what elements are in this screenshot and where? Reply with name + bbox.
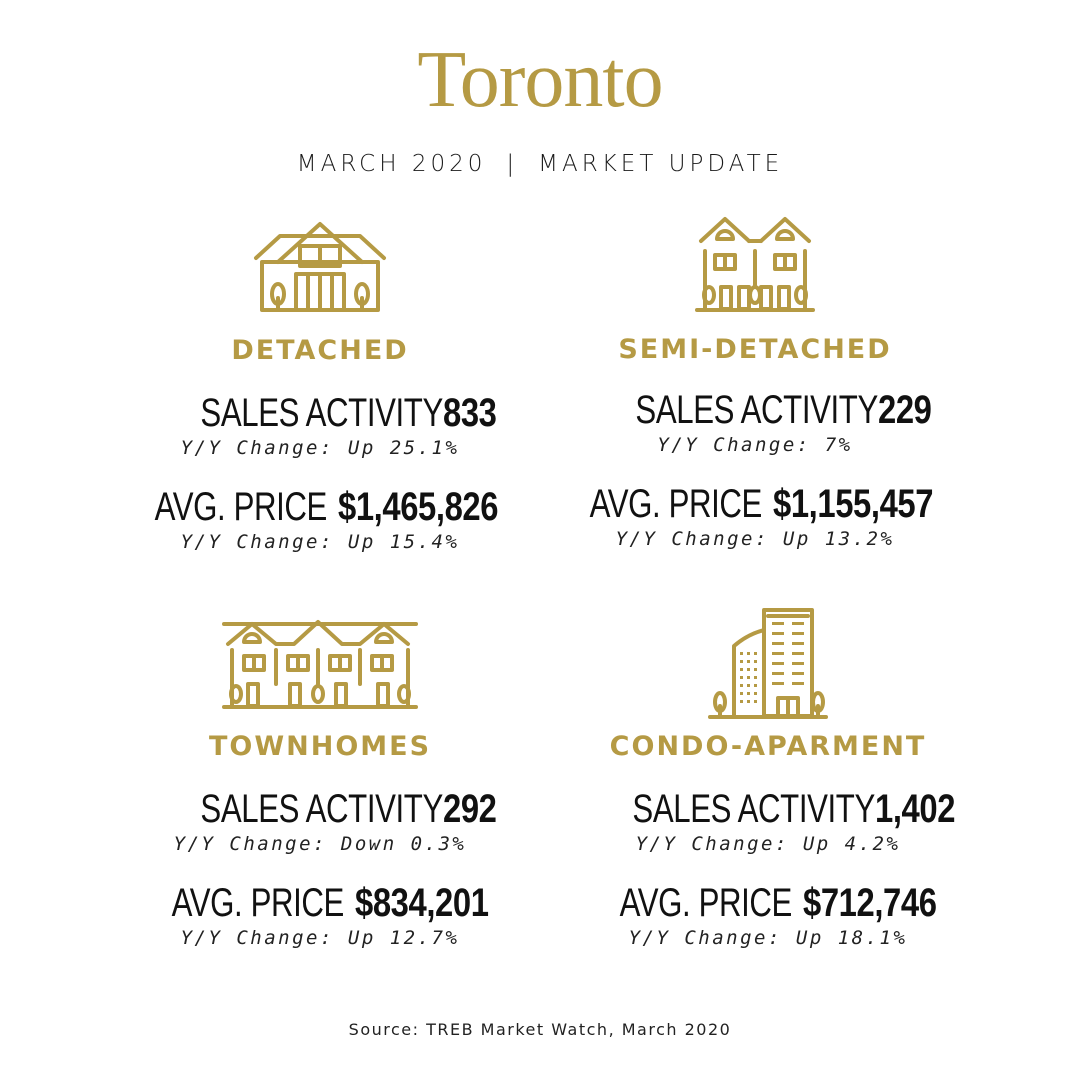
type-label: DETACHED (231, 335, 409, 366)
avg-price-value: $712,746 (802, 881, 937, 925)
avg-price-row: AVG. PRICE $712,746 (548, 880, 988, 926)
avg-price-row: AVG. PRICE $1,465,826 (100, 484, 540, 530)
sales-activity-label: SALES ACTIVITY (632, 787, 875, 831)
sales-activity-label: SALES ACTIVITY (200, 787, 443, 831)
avg-price-label: AVG. PRICE (589, 482, 763, 526)
semi-detached-house-icon (535, 215, 975, 315)
price-change: Y/Y Change: Up 15.4% (180, 531, 460, 553)
townhomes-icon (100, 618, 540, 710)
avg-price-label: AVG. PRICE (154, 485, 328, 529)
sales-change: Y/Y Change: 7% (657, 434, 853, 456)
source-note: Source: TREB Market Watch, March 2020 (348, 1020, 732, 1039)
sales-activity-value: 292 (442, 787, 497, 831)
card-semi-detached: SEMI-DETACHED SALES ACTIVITY229 Y/Y Chan… (535, 215, 975, 551)
subtitle-month: MARCH 2020 (296, 151, 487, 177)
detached-house-icon (100, 218, 540, 318)
avg-price-value: $1,155,457 (773, 482, 934, 526)
subtitle-separator: | (506, 151, 519, 177)
avg-price-value: $834,201 (354, 881, 489, 925)
sales-change: Y/Y Change: Up 4.2% (635, 833, 901, 855)
subtitle-label: MARKET UPDATE (538, 151, 784, 177)
sales-activity-row: SALES ACTIVITY292 (100, 786, 540, 832)
sales-activity-row: SALES ACTIVITY1,402 (548, 786, 988, 832)
sales-activity-row: SALES ACTIVITY833 (100, 390, 540, 436)
avg-price-row: AVG. PRICE $1,155,457 (535, 481, 975, 527)
card-townhomes: TOWNHOMES SALES ACTIVITY292 Y/Y Change: … (100, 618, 540, 950)
avg-price-value: $1,465,826 (338, 485, 499, 529)
price-change: Y/Y Change: Up 18.1% (628, 927, 908, 949)
type-label: CONDO-APARMENT (609, 731, 927, 762)
sales-activity-value: 833 (442, 391, 497, 435)
type-label: TOWNHOMES (208, 731, 432, 762)
sales-activity-value: 229 (877, 388, 932, 432)
sales-change: Y/Y Change: Down 0.3% (173, 833, 467, 855)
price-change: Y/Y Change: Up 12.7% (180, 927, 460, 949)
type-label: SEMI-DETACHED (618, 334, 892, 365)
sales-activity-label: SALES ACTIVITY (635, 388, 878, 432)
sales-activity-label: SALES ACTIVITY (200, 391, 443, 435)
avg-price-row: AVG. PRICE $834,201 (100, 880, 540, 926)
avg-price-label: AVG. PRICE (619, 881, 792, 925)
sales-change: Y/Y Change: Up 25.1% (180, 437, 460, 459)
card-detached: DETACHED SALES ACTIVITY833 Y/Y Change: U… (100, 218, 540, 554)
price-change: Y/Y Change: Up 13.2% (615, 528, 895, 550)
page-subtitle: MARCH 2020 | MARKET UPDATE (0, 148, 1080, 180)
sales-activity-value: 1,402 (874, 787, 955, 831)
avg-price-label: AVG. PRICE (171, 881, 344, 925)
page-title: Toronto (417, 36, 663, 124)
card-condo-apartment: CONDO-APARMENT SALES ACTIVITY1,402 Y/Y C… (548, 606, 988, 950)
condo-building-icon (548, 606, 988, 722)
sales-activity-row: SALES ACTIVITY229 (535, 387, 975, 433)
